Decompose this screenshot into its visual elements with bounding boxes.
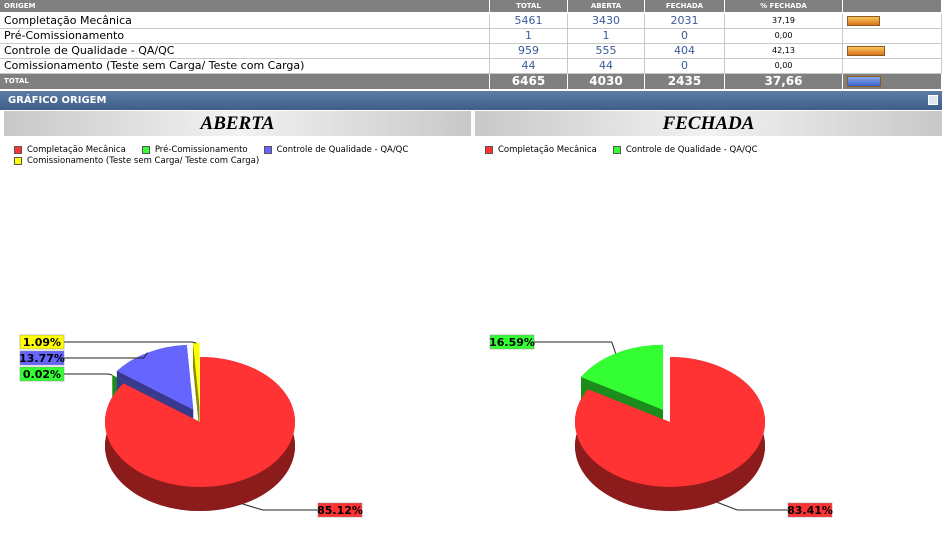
legend-label: Controle de Qualidade - QA/QC	[625, 144, 758, 155]
bar-cell	[843, 44, 942, 59]
number-cell: 44	[568, 59, 645, 74]
legend-item: Completação Mecânica	[485, 144, 597, 155]
legend-item: Controle de Qualidade - QA/QC	[612, 144, 758, 155]
number-cell: 0	[645, 59, 725, 74]
value-label-box	[317, 502, 363, 518]
number-cell: 1	[568, 29, 645, 44]
value-label: 0.02%	[23, 368, 61, 381]
number-cell: 2031	[645, 14, 725, 29]
section-header: GRÁFICO ORIGEM	[0, 91, 942, 110]
pct-bar	[847, 46, 885, 56]
bar-cell	[843, 14, 942, 29]
legend-swatch	[612, 145, 621, 154]
pct-bar	[847, 76, 881, 87]
leader-line	[242, 503, 318, 511]
legend-swatch	[141, 145, 150, 154]
legend-item: Pré-Comissionamento	[141, 144, 248, 155]
pct-cell: 42,13	[725, 44, 843, 59]
legend-swatch	[263, 145, 272, 154]
legend-item: Controle de Qualidade - QA/QC	[263, 144, 409, 155]
number-cell: 404	[645, 44, 725, 59]
column-header: FECHADA	[645, 0, 725, 13]
number-cell: 5461	[490, 14, 568, 29]
bar-cell	[843, 29, 942, 44]
value-label-box	[19, 350, 65, 366]
number-cell: 44	[490, 59, 568, 74]
legend: Completação Mecânica Controle de Qualidad…	[485, 144, 925, 155]
column-header: % FECHADA	[725, 0, 843, 13]
value-label: 85.12%	[317, 504, 363, 517]
legend-swatch	[14, 145, 22, 154]
value-label-box	[787, 502, 833, 518]
number-cell: 959	[490, 44, 568, 59]
pct-cell: 0,00	[725, 59, 843, 74]
origin-cell: TOTAL	[0, 74, 490, 90]
legend-label: Comissionamento (Teste sem Carga/ Teste …	[27, 155, 260, 166]
column-header	[843, 0, 942, 13]
leader-line	[534, 341, 617, 354]
pie-slice	[193, 343, 200, 409]
leader-line	[717, 501, 788, 511]
origin-cell: Pré-Comissionamento	[0, 29, 490, 44]
leader-line	[64, 373, 113, 376]
origin-cell: Completação Mecânica	[0, 14, 490, 29]
legend: Completação Mecânica Pré-Comissionamento C…	[14, 144, 454, 166]
number-cell: 2435	[645, 74, 725, 90]
origin-cell: Controle de Qualidade - QA/QC	[0, 44, 490, 59]
column-header: ABERTA	[568, 0, 645, 13]
legend-label: Completação Mecânica	[498, 144, 597, 155]
number-cell: 555	[568, 44, 645, 59]
value-label-box	[19, 334, 65, 350]
legend-item: Comissionamento (Teste sem Carga/ Teste …	[14, 155, 259, 166]
pie-slice	[104, 357, 296, 488]
legend-swatch	[14, 156, 22, 165]
pie-slice	[116, 344, 194, 410]
pie-slice	[575, 357, 766, 487]
bar-cell	[843, 59, 942, 74]
column-header: ORIGEM	[0, 0, 490, 13]
number-cell: 3430	[568, 14, 645, 29]
pct-bar	[847, 16, 881, 26]
collapse-icon[interactable]	[928, 95, 938, 105]
leader-line	[64, 352, 149, 359]
value-label-box	[489, 334, 535, 350]
value-label: 13.77%	[19, 352, 65, 365]
leader-line	[64, 341, 197, 344]
value-label-box	[19, 366, 65, 382]
legend-swatch	[485, 145, 493, 154]
number-cell: 1	[490, 29, 568, 44]
pct-cell: 37,66	[725, 74, 843, 90]
legend-item: Completação Mecânica	[14, 144, 126, 155]
value-label: 16.59%	[489, 336, 535, 349]
origin-cell: Comissionamento (Teste sem Carga/ Teste …	[0, 59, 490, 74]
number-cell: 0	[645, 29, 725, 44]
column-header: TOTAL	[490, 0, 568, 13]
pie-slice	[580, 344, 664, 410]
pie-slice	[112, 375, 189, 414]
pie-charts: 1.09% 13.77% 0.02% 85.12% 16.59% 83.41%	[19, 334, 833, 518]
value-label: 1.09%	[23, 336, 61, 349]
number-cell: 6465	[490, 74, 568, 90]
pct-cell: 37,19	[725, 14, 843, 29]
number-cell: 4030	[568, 74, 645, 90]
legend-label: Completação Mecânica	[27, 144, 126, 155]
legend-label: Pré-Comissionamento	[154, 144, 248, 155]
chart-title-bar: ABERTA	[4, 111, 471, 136]
chart-title-bar: FECHADA	[475, 111, 942, 136]
pct-cell: 0,00	[725, 29, 843, 44]
bar-cell	[843, 74, 942, 90]
legend-label: Controle de Qualidade - QA/QC	[276, 144, 409, 155]
value-label: 83.41%	[787, 504, 833, 517]
